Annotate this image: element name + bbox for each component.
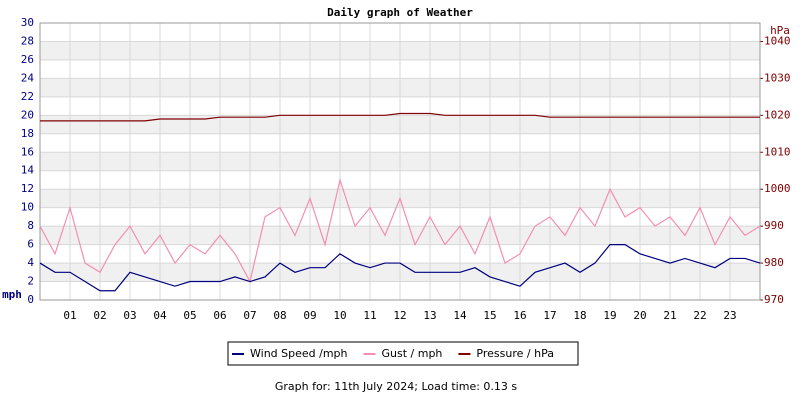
x-tick-label: 04 (153, 309, 167, 322)
y2-tick-label: 1020 (764, 108, 791, 121)
y-tick-label: 16 (21, 145, 34, 158)
series-line (40, 112, 760, 122)
x-tick-label: 22 (693, 309, 706, 322)
footer: Graph for: 11th July 2024; Load time: 0.… (275, 380, 518, 393)
chart-title: Daily graph of Weather (327, 6, 473, 19)
x-tick-label: 07 (243, 309, 256, 322)
legend-box (227, 341, 579, 366)
x-tick-label: 20 (633, 309, 646, 322)
y-tick-label: 10 (21, 201, 34, 214)
x-tick-label: 02 (93, 309, 106, 322)
y-tick-label: 30 (21, 16, 34, 29)
y2-tick-label: 1000 (764, 182, 791, 195)
y2-tick-label: 1030 (764, 71, 791, 84)
x-tick-label: 23 (723, 309, 736, 322)
y-tick-label: 20 (21, 108, 34, 121)
x-tick-label: 01 (63, 309, 76, 322)
x-tick-label: 16 (513, 309, 526, 322)
y-tick-label: 18 (21, 127, 34, 140)
y2-tick-label: 1010 (764, 145, 791, 158)
x-tick-label: 15 (483, 309, 496, 322)
y2-tick-label: 1040 (764, 34, 791, 47)
x-tick-label: 11 (363, 309, 376, 322)
x-tick-label: 10 (333, 309, 346, 322)
x-tick-label: 14 (453, 309, 467, 322)
plot-frame (39, 22, 761, 301)
x-tick-label: 12 (393, 309, 406, 322)
y-tick-label: 24 (21, 71, 35, 84)
x-tick-label: 19 (603, 309, 616, 322)
series-line (39, 177, 761, 284)
legend-label: Gust / mph (382, 347, 443, 360)
x-tick-label: 13 (423, 309, 436, 322)
y2-tick-label: 970 (764, 293, 784, 306)
x-tick-label: 03 (123, 309, 136, 322)
legend-label: Wind Speed /mph (250, 347, 348, 360)
x-tick-label: 21 (663, 309, 676, 322)
x-tick-label: 17 (543, 309, 556, 322)
y-tick-label: 4 (27, 256, 34, 269)
x-tick-label: 08 (273, 309, 286, 322)
y-tick-label: 0 (27, 293, 34, 306)
y-axis-label: mph (2, 288, 22, 301)
y2-tick-label: 980 (764, 256, 784, 269)
x-tick-label: 18 (573, 309, 586, 322)
y2-tick-label: 990 (764, 219, 784, 232)
y-tick-label: 28 (21, 34, 34, 47)
y-tick-label: 6 (27, 238, 34, 251)
y-tick-label: 22 (21, 90, 34, 103)
y2-axis-label: hPa (770, 24, 790, 37)
y-tick-label: 8 (27, 219, 34, 232)
x-tick-label: 05 (183, 309, 196, 322)
y-tick-label: 2 (27, 275, 34, 288)
y-tick-label: 14 (21, 164, 35, 177)
y-tick-label: 12 (21, 182, 34, 195)
legend-label: Pressure / hPa (476, 347, 554, 360)
series-line (39, 244, 761, 292)
x-tick-label: 06 (213, 309, 226, 322)
x-tick-label: 09 (303, 309, 316, 322)
y-tick-label: 26 (21, 53, 34, 66)
